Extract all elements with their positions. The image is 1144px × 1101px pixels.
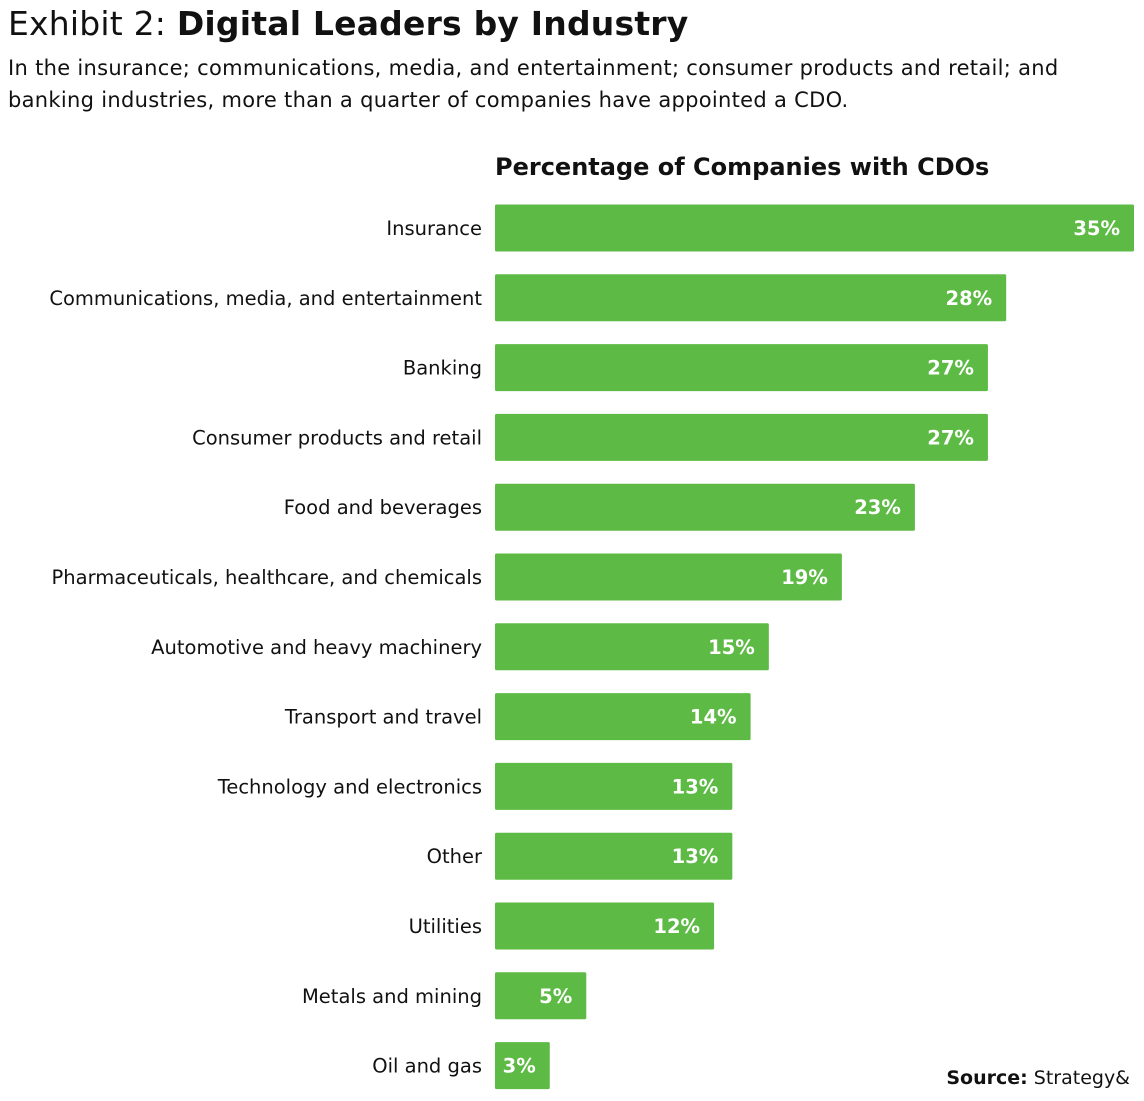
bar-communications-media-and-entertainment: [495, 274, 1007, 322]
category-label-other: Other: [427, 845, 483, 868]
value-label-banking: 27%: [927, 357, 974, 380]
value-label-food-and-beverages: 23%: [854, 496, 901, 519]
source-value: Strategy&: [1027, 1067, 1130, 1089]
source-note: Source: Strategy&: [946, 1064, 1130, 1092]
bar-pharmaceuticals-healthcare-and-chemicals: [495, 553, 842, 601]
bar-row-communications-media-and-entertainment: Communications, media, and entertainment…: [49, 274, 1007, 322]
bar-insurance: [495, 204, 1134, 252]
bar-row-other: Other 13%: [427, 832, 733, 880]
value-label-metals-and-mining: 5%: [539, 985, 572, 1008]
value-label-automotive-and-heavy-machinery: 15%: [708, 636, 755, 659]
bar-row-technology-and-electronics: Technology and electronics 13%: [217, 762, 733, 810]
value-label-utilities: 12%: [653, 915, 700, 938]
bar-row-food-and-beverages: Food and beverages 23%: [284, 483, 915, 531]
category-label-transport-and-travel: Transport and travel: [284, 706, 482, 729]
bar-other: [495, 832, 733, 880]
bar-transport-and-travel: [495, 693, 751, 741]
bar-technology-and-electronics: [495, 762, 733, 810]
category-label-communications-media-and-entertainment: Communications, media, and entertainment: [49, 287, 482, 310]
exhibit-subtitle: In the insurance; communications, media,…: [8, 56, 1059, 112]
value-label-pharmaceuticals-healthcare-and-chemicals: 19%: [781, 566, 828, 589]
bar-row-insurance: Insurance 35%: [386, 204, 1134, 252]
category-label-pharmaceuticals-healthcare-and-chemicals: Pharmaceuticals, healthcare, and chemica…: [52, 566, 482, 589]
chart-title: Percentage of Companies with CDOs: [495, 153, 990, 181]
bar-row-pharmaceuticals-healthcare-and-chemicals: Pharmaceuticals, healthcare, and chemica…: [52, 553, 842, 601]
value-label-consumer-products-and-retail: 27%: [927, 426, 974, 449]
exhibit-title: Exhibit 2: Digital Leaders by Industry: [8, 2, 689, 46]
category-label-consumer-products-and-retail: Consumer products and retail: [192, 426, 482, 449]
bar-consumer-products-and-retail: [495, 413, 988, 461]
value-label-technology-and-electronics: 13%: [672, 775, 719, 798]
value-label-other: 13%: [672, 845, 719, 868]
bar-metals-and-mining: [495, 972, 587, 1020]
category-label-food-and-beverages: Food and beverages: [284, 496, 482, 519]
bar-oil-and-gas: [495, 1042, 550, 1090]
value-label-insurance: 35%: [1073, 217, 1120, 240]
value-label-communications-media-and-entertainment: 28%: [946, 287, 993, 310]
category-label-insurance: Insurance: [386, 217, 482, 240]
bar-row-banking: Banking 27%: [403, 344, 988, 392]
value-label-oil-and-gas: 3%: [503, 1055, 536, 1078]
bar-row-oil-and-gas: Oil and gas 3%: [372, 1042, 550, 1090]
category-label-banking: Banking: [403, 357, 482, 380]
category-label-automotive-and-heavy-machinery: Automotive and heavy machinery: [151, 636, 482, 659]
bar-row-consumer-products-and-retail: Consumer products and retail 27%: [192, 413, 988, 461]
exhibit-main-title: Digital Leaders by Industry: [176, 4, 689, 43]
category-label-utilities: Utilities: [409, 915, 482, 938]
bar-row-metals-and-mining: Metals and mining 5%: [302, 972, 587, 1020]
source-label: Source:: [946, 1067, 1028, 1089]
bar-row-automotive-and-heavy-machinery: Automotive and heavy machinery 15%: [151, 623, 769, 671]
category-label-technology-and-electronics: Technology and electronics: [217, 775, 482, 798]
bar-utilities: [495, 902, 715, 950]
exhibit-prefix: Exhibit 2:: [8, 4, 177, 43]
bar-row-utilities: Utilities 12%: [409, 902, 715, 950]
bar-banking: [495, 344, 988, 392]
bar-food-and-beverages: [495, 483, 915, 531]
category-label-metals-and-mining: Metals and mining: [302, 985, 482, 1008]
bar-row-transport-and-travel: Transport and travel 14%: [284, 693, 751, 741]
bar-automotive-and-heavy-machinery: [495, 623, 769, 671]
category-label-oil-and-gas: Oil and gas: [372, 1055, 482, 1078]
value-label-transport-and-travel: 14%: [690, 706, 737, 729]
